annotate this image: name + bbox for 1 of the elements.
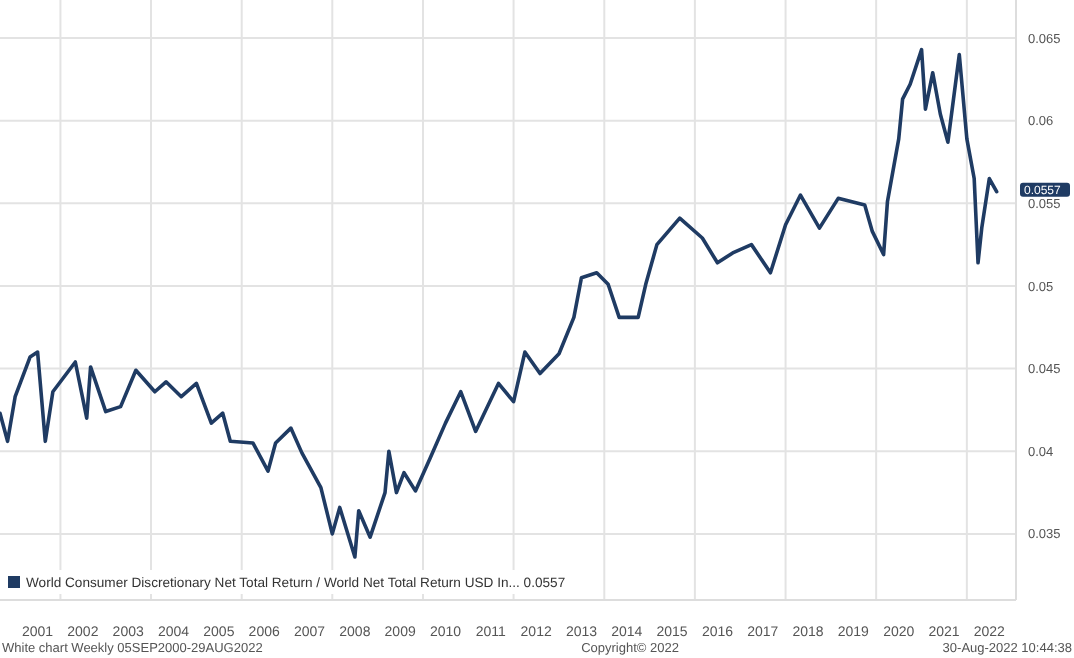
line-series [0, 47, 999, 559]
